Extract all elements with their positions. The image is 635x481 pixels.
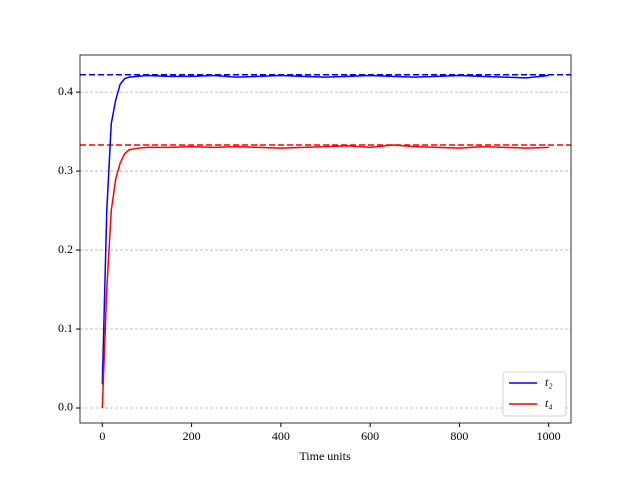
y-tick-label: 0.4 — [58, 84, 73, 98]
plot-frame — [79, 54, 572, 424]
x-tick-label: 0 — [99, 429, 105, 443]
legend-label: t₄ — [545, 396, 553, 410]
y-tick-label: 0.2 — [58, 242, 73, 256]
x-axis-label: Time units — [299, 449, 351, 463]
legend-box — [502, 371, 567, 417]
y-tick-label: 0.1 — [58, 321, 73, 335]
data-line — [101, 74, 549, 385]
x-tick-label: 1000 — [537, 429, 561, 443]
y-tick-label: 0.3 — [58, 163, 73, 177]
legend-label: t₂ — [545, 375, 553, 389]
y-tick-label: 0.0 — [58, 400, 73, 414]
x-tick-label: 400 — [272, 429, 290, 443]
x-tick-label: 600 — [361, 429, 379, 443]
x-tick-label: 200 — [183, 429, 201, 443]
data-line — [101, 144, 549, 409]
x-tick-label: 800 — [450, 429, 468, 443]
